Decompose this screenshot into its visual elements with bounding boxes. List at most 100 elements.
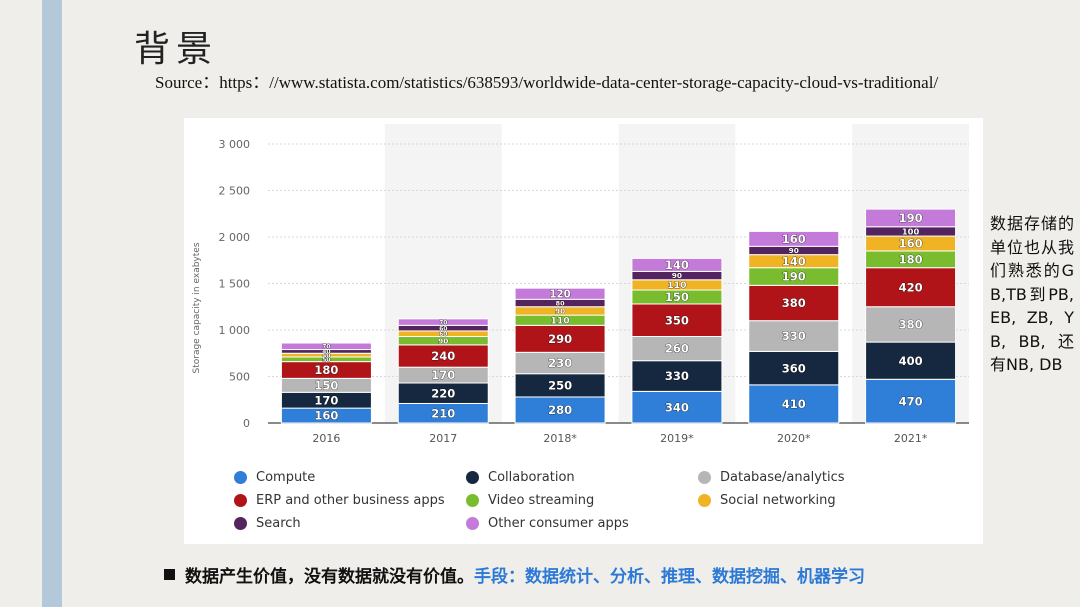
- legend-swatch: [234, 494, 247, 507]
- legend-item: Compute: [234, 470, 315, 485]
- y-axis-label: Storage capacity in exabytes: [192, 242, 202, 373]
- legend-swatch: [234, 471, 247, 484]
- data-label: 40: [322, 352, 330, 359]
- bar-segment: [865, 306, 957, 343]
- x-tick-label: 2020*: [777, 432, 811, 445]
- data-label: 100: [902, 226, 920, 236]
- bar-segment: [280, 342, 372, 351]
- bar-segment: [397, 318, 489, 326]
- x-tick-label: 2018*: [543, 432, 577, 445]
- storage-units-note: 数据存储的单位也从我们熟悉的GB,TB到PB, EB, ZB, YB, BB, …: [990, 214, 1074, 374]
- legend-label: Search: [256, 516, 301, 531]
- bar-segment: [865, 341, 957, 380]
- bar-segment: [631, 336, 723, 362]
- data-label: 330: [782, 329, 806, 343]
- legend-item: Collaboration: [466, 470, 575, 485]
- bar-segment: [631, 257, 723, 272]
- x-tick-label: 2017: [429, 432, 457, 445]
- bar-segment: [514, 396, 606, 424]
- gridlines: [268, 143, 969, 424]
- y-tick-labels: 0 500 1 000 1 500 2 000 2 500 3 000: [219, 138, 251, 430]
- legend-label: Other consumer apps: [488, 516, 629, 531]
- data-label: 60: [439, 325, 447, 332]
- legend-item: Other consumer apps: [466, 516, 629, 531]
- legend-swatch: [466, 494, 479, 507]
- bar-segment: [631, 360, 723, 392]
- data-label: 330: [665, 369, 689, 383]
- bullet-accent-text: 手段：数据统计、分析、推理、数据挖掘、机器学习: [474, 567, 865, 587]
- bar-segment: [748, 230, 840, 247]
- data-label: 400: [899, 354, 923, 368]
- data-label: 160: [314, 409, 338, 423]
- data-label: 280: [548, 403, 572, 417]
- y-tick-label: 3 000: [219, 138, 251, 151]
- data-label: 110: [667, 280, 686, 291]
- bar-segment: [748, 384, 840, 424]
- data-label: 210: [431, 406, 455, 420]
- data-label: 140: [782, 254, 806, 268]
- data-label: 380: [899, 318, 923, 332]
- legend-label: Database/analytics: [720, 470, 845, 485]
- data-label: 150: [314, 378, 338, 392]
- data-label: 80: [556, 299, 565, 307]
- chart-legend: Compute Collaboration Database/analytics ER…: [234, 470, 974, 542]
- source-citation: Source：https：//www.statista.com/statisti…: [155, 73, 939, 92]
- bar-segment: [514, 324, 606, 353]
- bullet-value-statement: 数据产生价值，没有数据就没有价值。手段：数据统计、分析、推理、数据挖掘、机器学习: [164, 562, 865, 587]
- data-label: 50: [322, 356, 330, 363]
- legend-label: Compute: [256, 470, 316, 485]
- legend-item: Search: [234, 516, 301, 531]
- data-label: 180: [899, 252, 923, 266]
- y-tick-label: 500: [229, 371, 250, 384]
- bar-segment: [631, 303, 723, 338]
- data-label: 190: [782, 270, 806, 284]
- data-label: 340: [665, 400, 689, 414]
- data-label: 150: [665, 290, 689, 304]
- bullet-square-icon: [164, 569, 175, 580]
- y-tick-label: 2 000: [219, 231, 251, 244]
- data-label: 240: [431, 349, 455, 363]
- data-label: 420: [899, 280, 923, 294]
- data-label: 70: [439, 319, 447, 326]
- data-label: 90: [438, 336, 448, 345]
- y-tick-label: 0: [243, 417, 250, 430]
- data-label: 380: [782, 296, 806, 310]
- legend-label: Social networking: [720, 493, 836, 508]
- slide-side-bar: [42, 0, 62, 607]
- slide-title: 背景: [134, 29, 219, 70]
- y-tick-label: 2 500: [219, 185, 251, 198]
- legend-swatch: [466, 517, 479, 530]
- legend-swatch: [698, 471, 711, 484]
- data-label: 470: [899, 394, 923, 408]
- stacked-bar-chart: 0 500 1 000 1 500 2 000 2 500 3 000 160 170 150 1…: [184, 118, 983, 544]
- data-label: 290: [548, 332, 572, 346]
- bar-segment: [514, 287, 606, 300]
- data-label: 110: [550, 316, 569, 327]
- data-label: 90: [789, 246, 799, 255]
- legend-item: ERP and other business apps: [234, 493, 445, 508]
- legend-swatch: [234, 517, 247, 530]
- x-tick-label: 2021*: [894, 432, 928, 445]
- data-label: 260: [665, 342, 689, 356]
- data-label: 160: [899, 237, 923, 251]
- x-tick-label: 2016: [312, 432, 340, 445]
- bar-segment: [865, 208, 957, 228]
- bar-segment: [748, 320, 840, 352]
- data-label: 40: [322, 349, 330, 356]
- legend-label: Video streaming: [488, 493, 595, 508]
- data-label: 170: [314, 393, 338, 407]
- data-label: 120: [549, 289, 570, 300]
- data-label: 140: [665, 258, 689, 272]
- data-label: 230: [548, 356, 572, 370]
- bar-segment: [631, 390, 723, 424]
- legend-item: Video streaming: [466, 493, 594, 508]
- data-label: 410: [782, 397, 806, 411]
- data-label: 360: [782, 361, 806, 375]
- y-tick-label: 1 000: [219, 324, 251, 337]
- legend-swatch: [698, 494, 711, 507]
- legend-label: ERP and other business apps: [256, 493, 445, 508]
- data-label: 90: [672, 271, 682, 280]
- x-tick-label: 2019*: [660, 432, 694, 445]
- data-label: 220: [431, 386, 455, 400]
